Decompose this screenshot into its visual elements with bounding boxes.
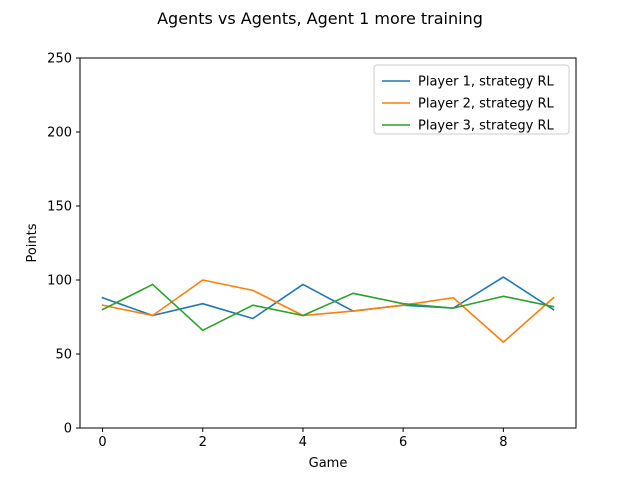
chart-title: Agents vs Agents, Agent 1 more training [157, 9, 483, 28]
y-tick-label: 50 [55, 348, 72, 363]
y-tick-label: 100 [47, 274, 72, 289]
x-tick-label: 6 [399, 435, 407, 450]
x-tick-label: 2 [199, 435, 207, 450]
x-tick-label: 4 [299, 435, 307, 450]
y-tick-label: 250 [47, 52, 72, 67]
axes-frame [79, 57, 577, 429]
y-tick-label: 200 [47, 126, 72, 141]
x-tick-label: 8 [499, 435, 507, 450]
y-axis: 0 50 100 150 200 250 [47, 52, 80, 437]
x-axis: 0 2 4 6 8 [98, 428, 507, 450]
legend-box [373, 64, 570, 135]
legend-label: Player 1, strategy RL [418, 75, 555, 90]
y-tick-label: 150 [47, 200, 72, 215]
y-tick-label: 0 [64, 422, 72, 437]
y-axis-label: Points [25, 223, 40, 262]
x-axis-label: Game [309, 456, 348, 471]
series-line-player-1 [101, 276, 555, 320]
series-line-player-2 [101, 279, 555, 343]
x-tick-label: 0 [98, 435, 106, 450]
legend: Player 1, strategy RL Player 2, strategy … [373, 64, 570, 135]
series-line-player-3 [101, 283, 555, 332]
legend-label: Player 3, strategy RL [418, 119, 555, 134]
series-layer [101, 276, 555, 343]
legend-label: Player 2, strategy RL [418, 97, 555, 112]
